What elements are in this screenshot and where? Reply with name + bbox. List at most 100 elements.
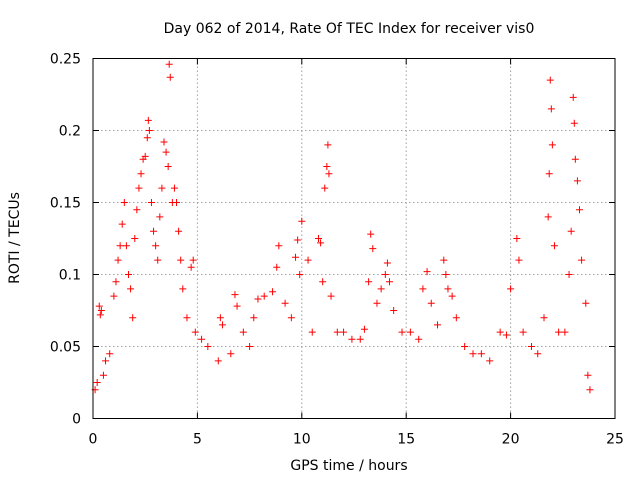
data-point	[165, 60, 173, 68]
data-point	[158, 184, 166, 192]
data-point	[260, 292, 268, 300]
data-point	[507, 285, 515, 293]
data-points	[91, 60, 594, 394]
data-point	[423, 268, 431, 276]
data-point	[502, 331, 510, 339]
data-point	[175, 227, 183, 235]
data-point	[348, 335, 356, 343]
data-point	[177, 256, 185, 264]
data-point	[304, 256, 312, 264]
data-point	[133, 206, 141, 214]
data-point	[546, 76, 554, 84]
data-point	[99, 371, 107, 379]
data-point	[324, 141, 332, 149]
data-point	[369, 245, 377, 253]
data-point	[144, 116, 152, 124]
x-axis-label: GPS time / hours	[290, 458, 407, 474]
data-point	[281, 299, 289, 307]
data-point	[548, 141, 556, 149]
data-point	[154, 256, 162, 264]
data-point	[218, 321, 226, 329]
data-point	[434, 321, 442, 329]
data-point	[227, 350, 235, 358]
data-point	[406, 328, 414, 336]
data-point	[129, 314, 137, 322]
data-point	[116, 242, 124, 250]
data-point	[576, 206, 584, 214]
y-tick-label: 0.25	[50, 52, 81, 68]
x-tick-label: 15	[397, 432, 415, 448]
data-point	[419, 285, 427, 293]
y-tick-label: 0.05	[50, 340, 81, 356]
data-point	[550, 242, 558, 250]
data-point	[544, 213, 552, 221]
data-point	[561, 328, 569, 336]
chart-title: Day 062 of 2014, Rate Of TEC Index for r…	[164, 21, 535, 37]
y-tick-label: 0	[72, 412, 81, 428]
data-point	[296, 271, 304, 278]
data-point	[160, 138, 168, 146]
data-point	[214, 357, 222, 365]
data-point	[578, 256, 586, 264]
data-point	[246, 343, 254, 350]
data-point	[191, 328, 199, 336]
data-point	[540, 314, 548, 322]
data-point	[571, 155, 579, 163]
data-point	[373, 299, 381, 307]
data-point	[323, 163, 331, 170]
data-point	[141, 152, 149, 160]
data-point	[469, 350, 477, 358]
data-point	[381, 271, 389, 278]
grid	[93, 58, 615, 419]
data-point	[573, 177, 581, 185]
data-point	[187, 263, 195, 271]
data-point	[519, 328, 527, 336]
data-point	[415, 335, 423, 343]
data-point	[183, 314, 191, 322]
data-point	[152, 242, 160, 250]
data-point	[584, 371, 592, 379]
data-point	[398, 328, 406, 336]
data-point	[95, 302, 103, 310]
data-point	[570, 119, 578, 127]
data-point	[250, 314, 258, 322]
data-point	[547, 105, 555, 113]
data-point	[275, 242, 283, 250]
x-tick-label: 25	[606, 432, 624, 448]
data-point	[96, 311, 104, 319]
data-point	[269, 288, 277, 296]
data-point	[102, 357, 110, 365]
data-point	[204, 343, 212, 350]
data-point	[365, 278, 373, 286]
data-point	[486, 357, 494, 365]
data-point	[273, 263, 281, 271]
data-point	[527, 343, 535, 350]
data-point	[145, 127, 153, 134]
data-point	[360, 325, 368, 333]
data-point	[567, 227, 575, 235]
data-point	[124, 271, 132, 278]
data-point	[112, 278, 120, 286]
data-point	[287, 314, 295, 322]
data-point	[333, 328, 341, 336]
data-point	[452, 314, 460, 322]
data-point	[216, 314, 224, 322]
data-point	[367, 230, 375, 238]
data-point	[545, 170, 553, 178]
data-point	[513, 235, 521, 242]
data-point	[442, 271, 450, 278]
data-point	[461, 343, 469, 350]
data-point	[106, 350, 114, 358]
data-point	[496, 328, 504, 336]
data-point	[308, 328, 316, 336]
x-tick-label: 0	[89, 432, 98, 448]
data-point	[97, 307, 105, 314]
data-point	[534, 350, 542, 358]
data-point	[477, 350, 485, 358]
data-point	[440, 256, 448, 264]
plot-frame	[92, 58, 616, 419]
data-point	[340, 328, 348, 336]
data-point	[198, 335, 206, 343]
